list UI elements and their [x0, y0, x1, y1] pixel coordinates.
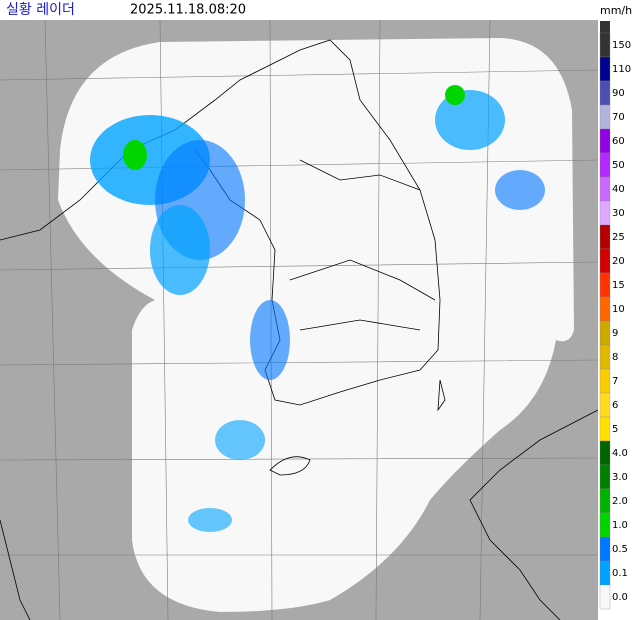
legend-swatch — [599, 56, 611, 82]
legend-label: 150 — [612, 40, 631, 51]
legend-swatch — [599, 32, 611, 58]
legend-swatch — [599, 560, 611, 586]
legend-label: 2.0 — [612, 496, 628, 507]
legend-swatch — [599, 152, 611, 178]
legend-label: 50 — [612, 160, 625, 171]
legend-label: 5 — [612, 424, 618, 435]
legend-label: 9 — [612, 328, 618, 339]
legend-label: 40 — [612, 184, 625, 195]
legend-swatch — [599, 128, 611, 154]
legend-swatch — [599, 344, 611, 370]
legend-swatch — [599, 320, 611, 346]
legend-swatch — [599, 416, 611, 442]
legend-swatch — [599, 224, 611, 250]
legend-label: 10 — [612, 304, 625, 315]
legend-label: 1.0 — [612, 520, 628, 531]
legend-label: 110 — [612, 64, 631, 75]
legend-swatch — [599, 248, 611, 274]
map — [0, 19, 599, 620]
legend-label: 20 — [612, 256, 625, 267]
legend-label: 70 — [612, 112, 625, 123]
rain-echoes — [90, 85, 545, 532]
legend-label: 6 — [612, 400, 618, 411]
legend-swatch — [599, 536, 611, 562]
legend-label: 30 — [612, 208, 625, 219]
legend-swatch — [599, 200, 611, 226]
legend: 150 110 90 70 60 50 40 30 25 20 15 10 9 8 7 6 5 4.0 3.0 2.0… — [598, 20, 635, 620]
legend-label: 60 — [612, 136, 625, 147]
legend-label: 7 — [612, 376, 618, 387]
legend-label: 4.0 — [612, 448, 628, 459]
unit: mm/h — [600, 4, 632, 17]
legend-swatch — [599, 296, 611, 322]
legend-label: 0.5 — [612, 544, 628, 555]
legend-swatch — [599, 512, 611, 538]
legend-swatch — [599, 368, 611, 394]
legend-label: 8 — [612, 352, 618, 363]
legend-swatch — [599, 80, 611, 106]
legend-label: 3.0 — [612, 472, 628, 483]
legend-label: 0.1 — [612, 568, 628, 579]
legend-label: 15 — [612, 280, 625, 291]
legend-swatch — [599, 104, 611, 130]
legend-label: 25 — [612, 232, 625, 243]
legend-swatch — [599, 440, 611, 466]
title: 실황 레이더 — [6, 2, 75, 18]
legend-label: 90 — [612, 88, 625, 99]
legend-swatch — [599, 176, 611, 202]
legend-label: 0.0 — [612, 592, 628, 603]
legend-swatch — [599, 392, 611, 418]
legend-swatch — [599, 584, 611, 610]
legend-cap — [600, 21, 610, 33]
legend-swatch — [599, 464, 611, 490]
legend-swatch — [599, 272, 611, 298]
legend-swatch — [599, 488, 611, 514]
coastline — [0, 39, 599, 620]
header-bar — [0, 0, 635, 20]
timestamp: 2025.11.18.08:20 — [130, 3, 246, 18]
